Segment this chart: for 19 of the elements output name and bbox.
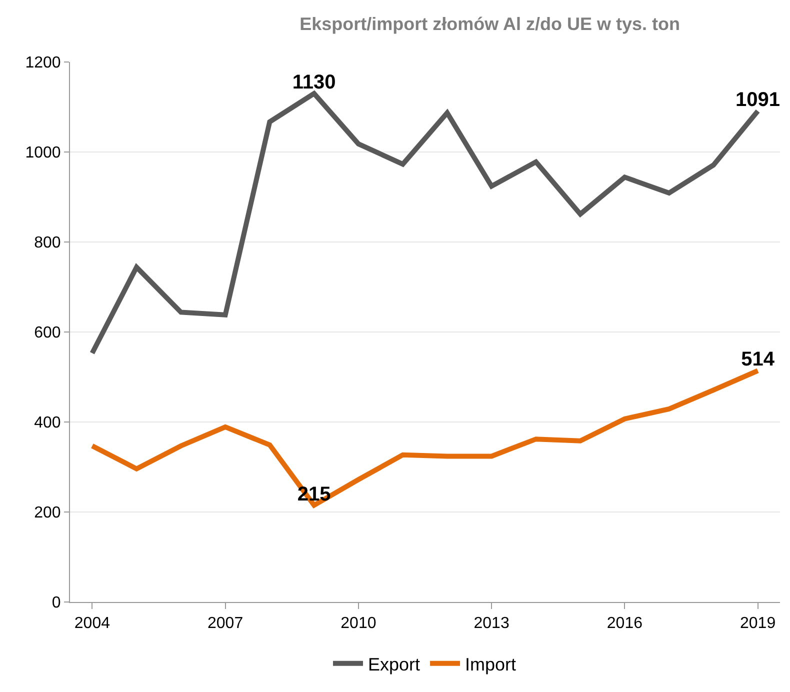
- legend-label: Import: [465, 654, 516, 674]
- y-tick-label: 600: [34, 324, 61, 342]
- x-tick-label: 2019: [740, 615, 776, 632]
- data-label: 1130: [292, 72, 336, 94]
- y-tick-label: 0: [52, 594, 61, 612]
- data-label: 1091: [736, 89, 780, 112]
- y-tick-label: 1200: [25, 54, 61, 72]
- x-tick-label: 2016: [606, 615, 643, 632]
- y-tick-label: 400: [34, 414, 61, 432]
- x-tick-label: 2007: [208, 615, 244, 632]
- y-tick-label: 1000: [25, 144, 61, 162]
- chart-title: Eksport/import złomów Al z/do UE w tys. ton: [300, 14, 680, 34]
- x-tick-label: 2013: [474, 615, 510, 632]
- x-tick-label: 2004: [74, 615, 110, 632]
- x-tick-label: 2010: [340, 615, 376, 632]
- y-tick-label: 200: [34, 504, 61, 522]
- y-tick-label: 800: [34, 234, 61, 252]
- data-label: 514: [741, 348, 776, 371]
- legend-label: Export: [368, 654, 420, 674]
